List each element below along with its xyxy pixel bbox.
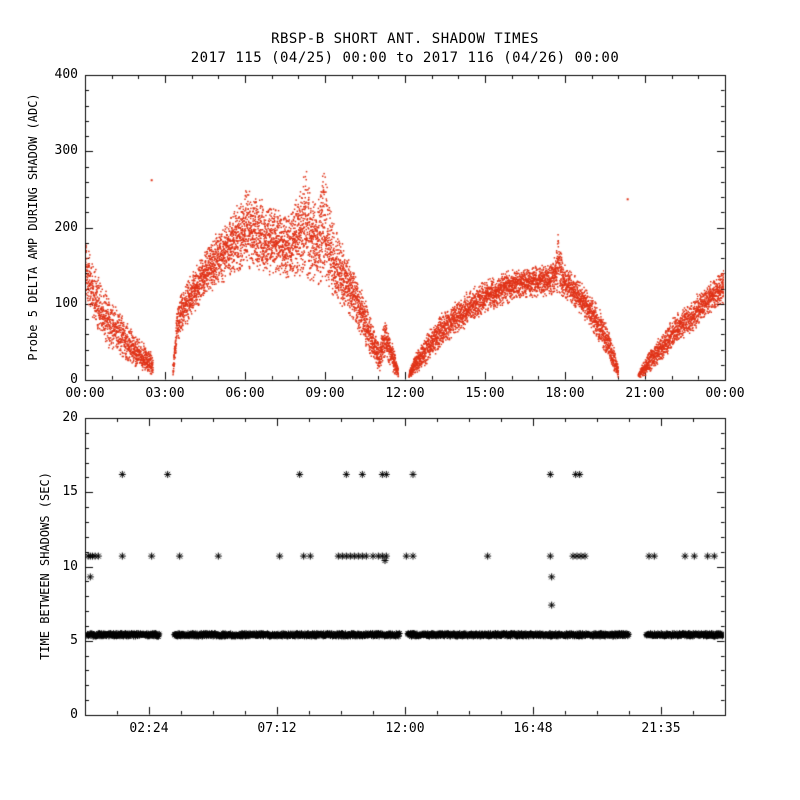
top-x-tick-label: 00:00 [705,386,745,401]
bottom-x-tick-label: 07:12 [257,721,297,736]
top-x-tick-label: 12:00 [385,386,425,401]
bottom-y-tick-label: 0 [70,707,78,722]
top-x-tick-label: 06:00 [225,386,265,401]
bottom-x-tick-label: 12:00 [385,721,425,736]
chart-title: RBSP-B SHORT ANT. SHADOW TIMES [271,31,539,47]
top-x-tick-label: 18:00 [545,386,585,401]
bottom-y-tick-label: 10 [62,559,78,574]
top-y-tick-label: 200 [54,220,78,235]
top-x-tick-label: 21:00 [625,386,665,401]
top-x-tick-label: 09:00 [305,386,345,401]
top-y-tick-label: 300 [54,143,78,158]
chart-subtitle: 2017 115 (04/25) 00:00 to 2017 116 (04/2… [190,50,620,66]
top-y-tick-label: 100 [54,296,78,311]
top-x-tick-label: 15:00 [465,386,505,401]
top-x-tick-label: 00:00 [65,386,105,401]
bottom-y-tick-label: 5 [70,633,78,648]
top-x-tick-label: 03:00 [145,386,185,401]
bottom-y-tick-label: 15 [62,484,78,499]
top-y-tick-label: 400 [54,67,78,82]
top-y-tick-label: 0 [70,372,78,387]
bottom-x-tick-label: 21:35 [641,721,681,736]
bottom-x-tick-label: 02:24 [129,721,169,736]
bottom-x-tick-label: 16:48 [513,721,553,736]
bottom-y-tick-label: 20 [62,410,78,425]
